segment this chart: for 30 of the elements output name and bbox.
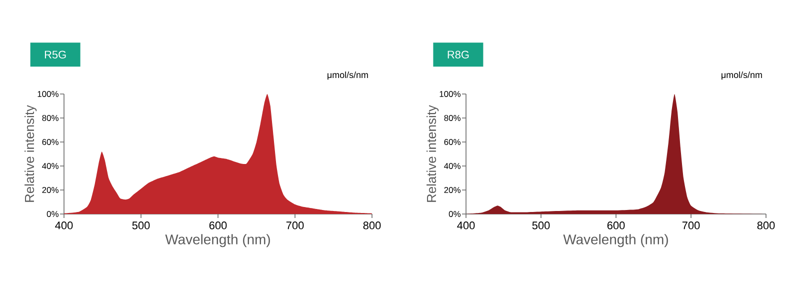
y-tick-label: 80% xyxy=(42,115,59,121)
y-tick-label: 40% xyxy=(444,163,461,169)
chart-title: R8G xyxy=(448,50,469,58)
x-axis-title: Wavelength (nm) xyxy=(563,234,668,248)
text: μmol/s/nm xyxy=(328,71,368,80)
y-tick-label: 80% xyxy=(444,115,461,121)
x-tick-label: 400 xyxy=(55,222,73,230)
y-tick-label: 40% xyxy=(42,163,59,169)
x-tick-label: 800 xyxy=(363,222,381,230)
x-tick-label: 500 xyxy=(532,222,550,230)
y-tick-label: 100% xyxy=(440,91,461,97)
text: μmol/s/nm xyxy=(722,71,762,80)
x-tick-label: 500 xyxy=(132,222,150,230)
x-tick-label: 400 xyxy=(457,222,475,230)
x-axis-title: Wavelength (nm) xyxy=(165,234,270,248)
y-tick-label: 60% xyxy=(42,139,59,145)
x-tick-label: 700 xyxy=(286,222,304,230)
y-axis-title: Relative intensity xyxy=(426,105,439,202)
x-tick-label: 700 xyxy=(682,222,700,230)
y-tick-label: 60% xyxy=(444,139,461,145)
chart-title: R5G xyxy=(44,50,66,58)
y-axis-title: Relative intensity xyxy=(24,105,37,202)
y-tick-label: 20% xyxy=(42,187,59,193)
x-tick-label: 600 xyxy=(209,222,227,230)
y-tick-label: 0% xyxy=(46,211,59,217)
x-tick-label: 800 xyxy=(757,222,775,230)
y-tick-label: 100% xyxy=(38,91,59,97)
x-tick-label: 600 xyxy=(607,222,625,230)
y-tick-label: 0% xyxy=(448,211,461,217)
y-tick-label: 20% xyxy=(444,187,461,193)
